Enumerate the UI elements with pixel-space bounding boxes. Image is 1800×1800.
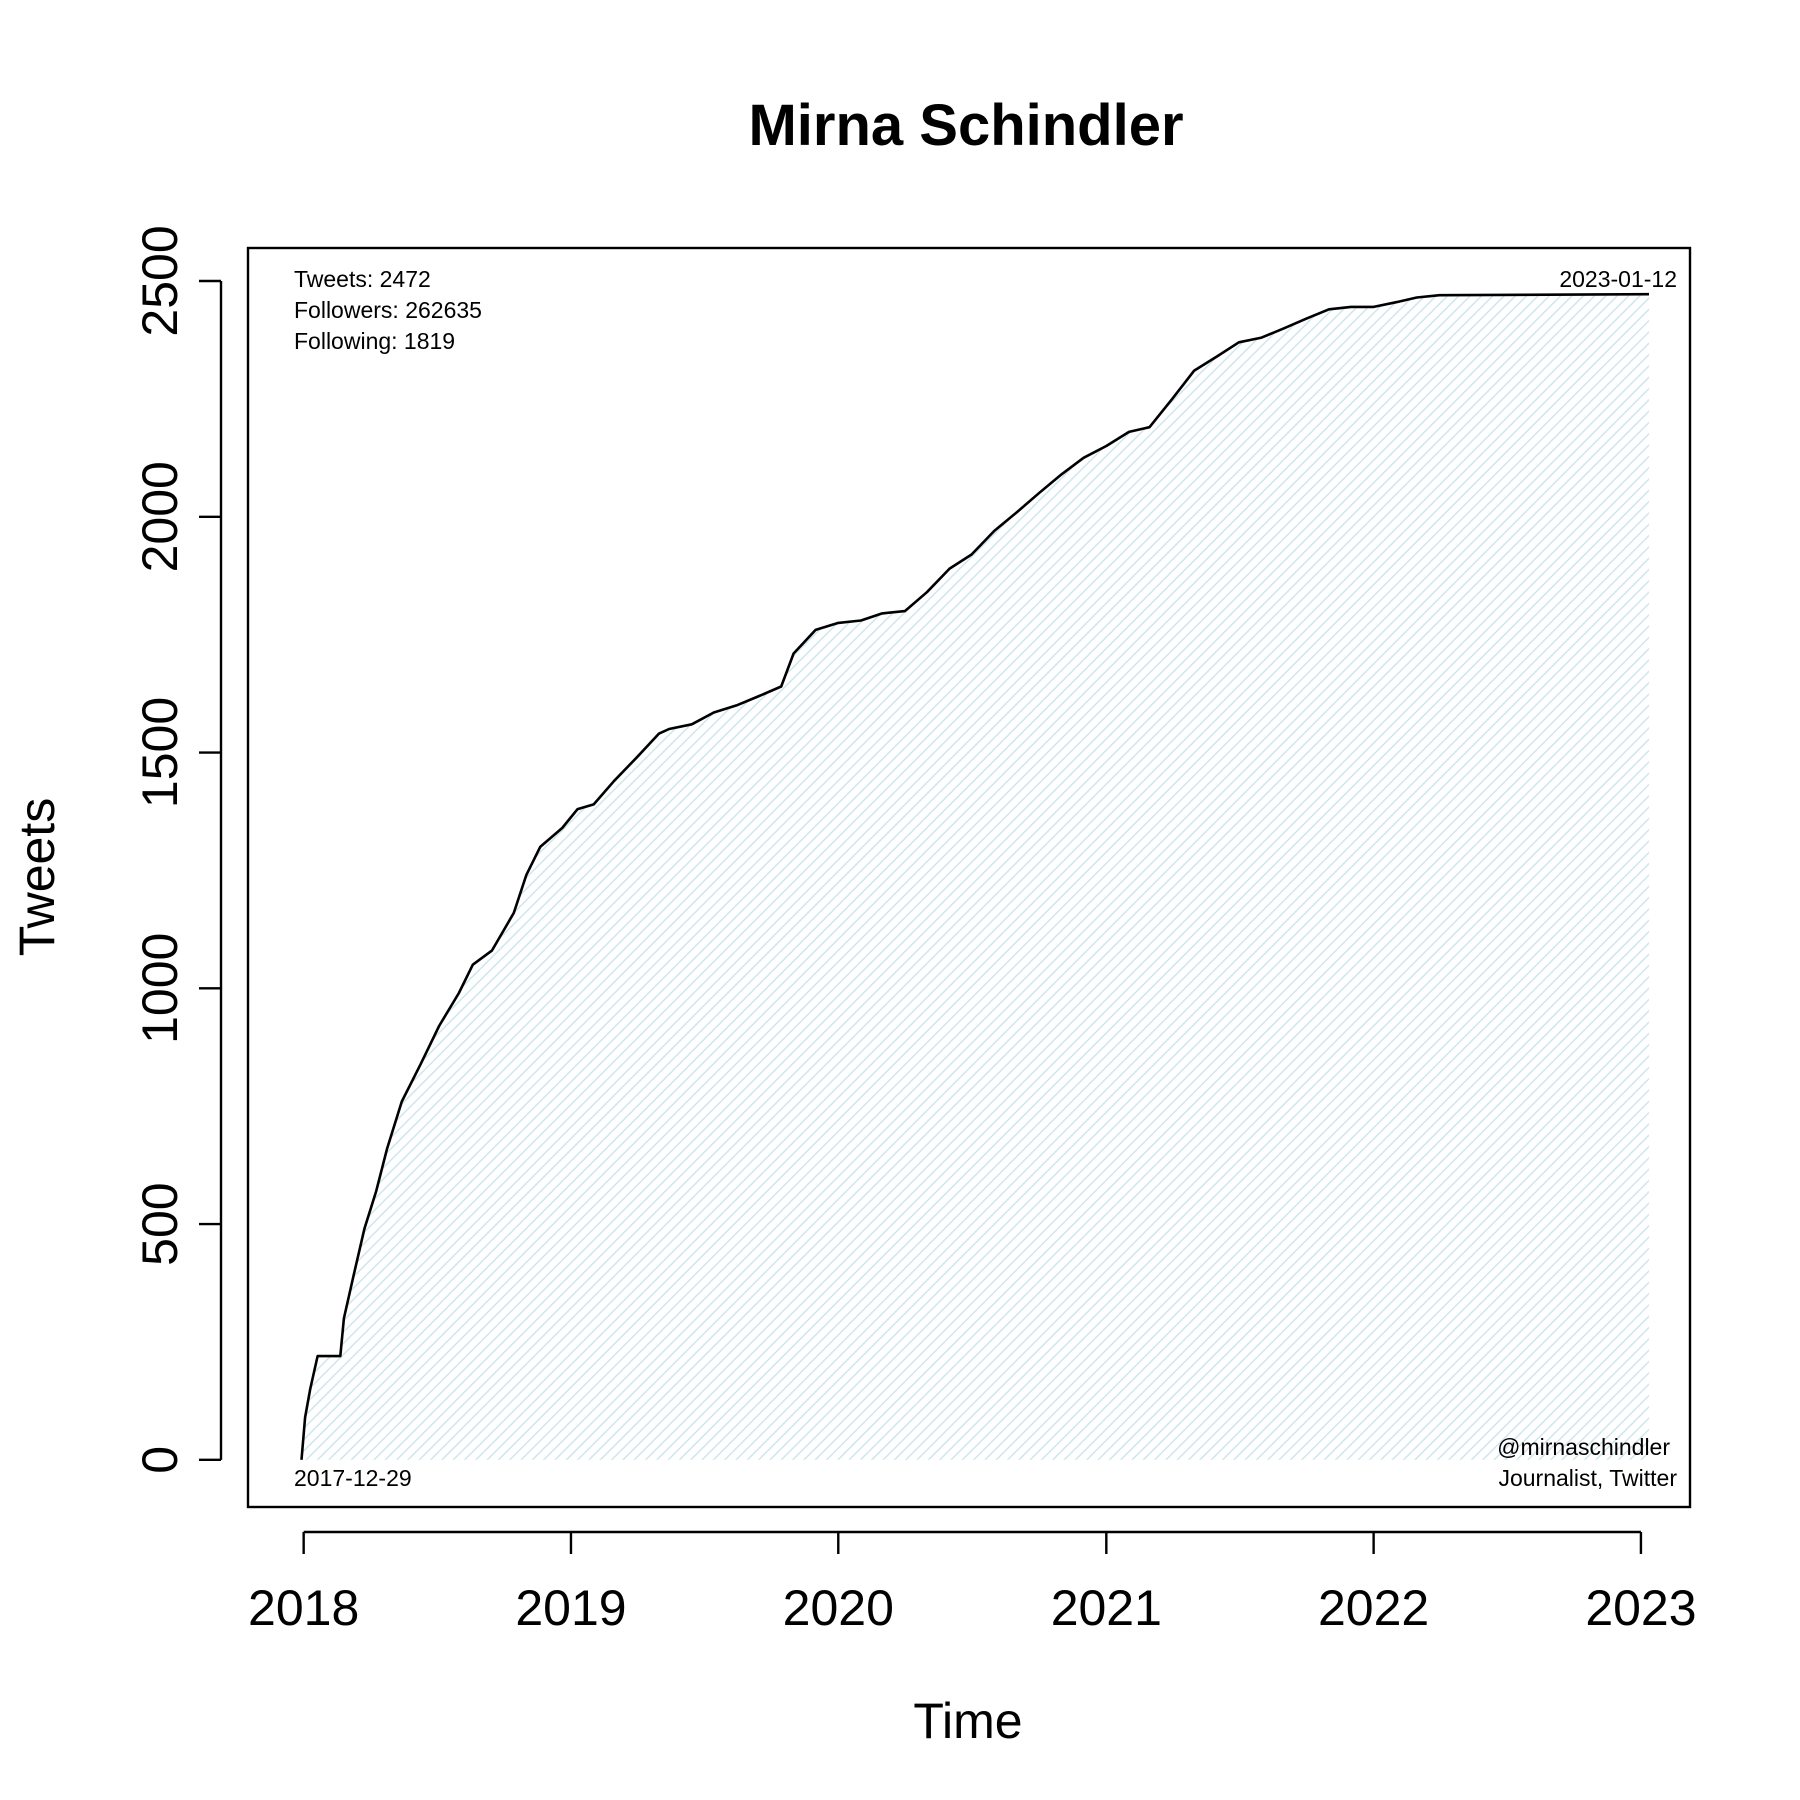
series-line [300, 292, 1650, 1460]
end-date-label: 2023-01-12 [1559, 266, 1677, 292]
plot-frame [246, 246, 1692, 1509]
y-axis: 0 500 1000 1500 2000 2500 [132, 225, 223, 1474]
x-tick-label: 2018 [248, 1580, 359, 1636]
x-axis-title: Time [913, 1693, 1022, 1749]
y-axis-title: Tweets [9, 798, 65, 956]
chart-title: Mirna Schindler [748, 93, 1183, 158]
y-tick-label: 1000 [132, 933, 188, 1044]
start-date-label: 2017-12-29 [294, 1465, 412, 1491]
x-axis: 2018 2019 2020 2021 2022 2023 [248, 1530, 1697, 1636]
x-tick-label: 2023 [1585, 1580, 1696, 1636]
x-tick-label: 2021 [1051, 1580, 1162, 1636]
description-label: Journalist, Twitter [1498, 1465, 1677, 1491]
y-tick-label: 2000 [132, 461, 188, 572]
tweets-count-label: Tweets: 2472 [294, 266, 431, 292]
x-tick-label: 2019 [515, 1580, 626, 1636]
x-tick-label: 2022 [1318, 1580, 1429, 1636]
series-area-fill [301, 294, 1649, 1460]
handle-label: @mirnaschindler [1497, 1434, 1670, 1460]
y-tick-label: 1500 [132, 697, 188, 808]
y-tick-label: 500 [132, 1182, 188, 1265]
following-count-label: Following: 1819 [294, 328, 455, 354]
x-tick-label: 2020 [783, 1580, 894, 1636]
data-layer [300, 292, 1650, 1460]
followers-count-label: Followers: 262635 [294, 297, 482, 323]
y-tick-label: 0 [132, 1446, 188, 1474]
y-tick-label: 2500 [132, 225, 188, 336]
